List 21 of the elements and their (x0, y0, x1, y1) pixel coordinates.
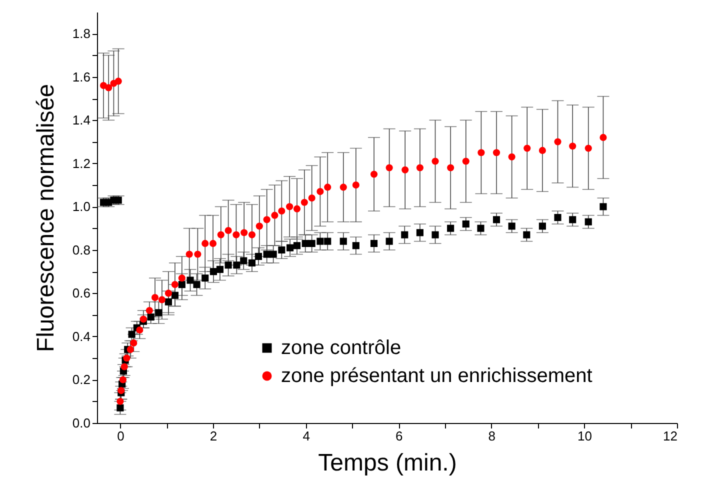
y-tick-label: 0.0 (72, 416, 90, 430)
y-tick-label: 1.4 (72, 112, 90, 128)
y-tick-label: 1.2 (72, 156, 90, 171)
x-tick-label: 12 (663, 428, 678, 444)
x-tick-label: 8 (488, 428, 496, 444)
y-tick-label: 0.4 (72, 328, 90, 344)
x-tick-label: 10 (577, 428, 592, 444)
legend-label: zone contrôle (281, 337, 402, 359)
y-tick-label: 0.8 (72, 242, 90, 258)
y-tick-label: 1.0 (72, 199, 90, 214)
x-tick-label: 6 (395, 428, 403, 444)
legend-label: zone présentant un enrichissement (281, 365, 593, 387)
y-axis-title: Fluorescence normalisée (32, 84, 60, 352)
x-tick-label: 0 (117, 428, 124, 444)
y-tick-label: 1.6 (72, 69, 90, 84)
x-axis-title: Temps (min.) (318, 450, 457, 476)
y-tick-label: 1.8 (72, 26, 90, 42)
x-tick-label: 2 (210, 428, 218, 444)
y-tick-label: 0.6 (72, 286, 90, 301)
x-tick-label: 4 (302, 428, 310, 444)
y-tick-label: 0.2 (72, 372, 90, 388)
